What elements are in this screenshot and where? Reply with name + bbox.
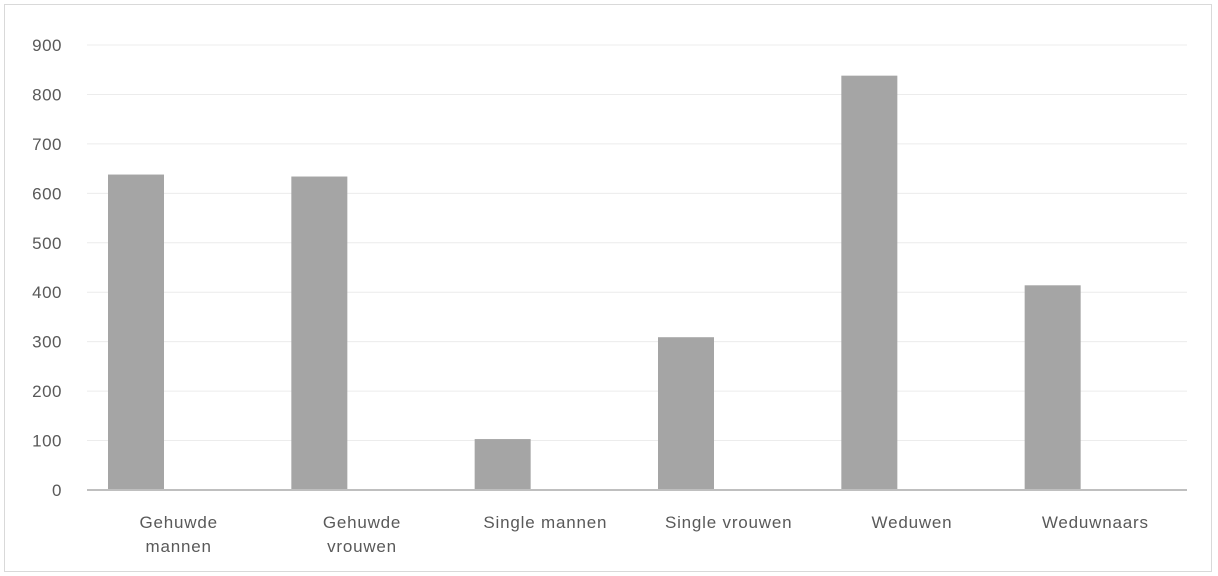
y-tick-label: 0 bbox=[52, 481, 62, 500]
y-axis-ticks: 0 100 200 300 400 500 600 700 800 900 bbox=[32, 36, 62, 500]
bar bbox=[108, 174, 164, 491]
bar bbox=[474, 439, 531, 490]
y-tick-label: 200 bbox=[32, 382, 62, 401]
y-tick-label: 900 bbox=[32, 36, 62, 55]
bar bbox=[1024, 285, 1081, 490]
y-tick-label: 300 bbox=[32, 333, 62, 352]
y-tick-label: 400 bbox=[32, 283, 62, 302]
x-tick-label: Gehuwde mannen bbox=[139, 513, 217, 556]
x-tick-label: Single vrouwen bbox=[665, 513, 792, 532]
x-axis-labels: Gehuwde mannen Gehuwde vrouwen Single mannen… bbox=[139, 513, 1148, 556]
chart-frame bbox=[4, 4, 1212, 572]
bar bbox=[841, 75, 898, 491]
bars bbox=[108, 75, 1081, 491]
y-tick-label: 500 bbox=[32, 234, 62, 253]
gridlines bbox=[87, 44, 1187, 442]
y-tick-label: 100 bbox=[32, 432, 62, 451]
bar bbox=[291, 176, 348, 490]
x-tick-label: Gehuwde vrouwen bbox=[323, 513, 401, 556]
y-tick-label: 600 bbox=[32, 184, 62, 203]
x-tick-label: Single mannen bbox=[483, 513, 607, 532]
x-tick-label: Weduwen bbox=[872, 513, 953, 532]
y-tick-label: 800 bbox=[32, 85, 62, 104]
bar bbox=[658, 337, 714, 490]
x-tick-label: Weduwnaars bbox=[1042, 513, 1149, 532]
y-tick-label: 700 bbox=[32, 135, 62, 154]
